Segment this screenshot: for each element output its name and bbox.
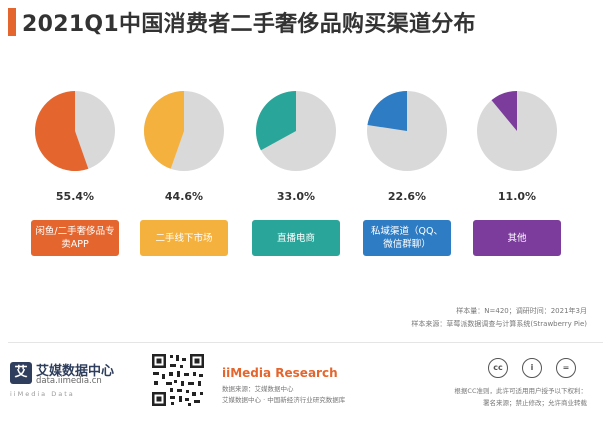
logo-url: data.iimedia.cn	[36, 376, 102, 386]
license-line-1: 根据CC准则，此许可适用用户授予以下权利：	[454, 387, 587, 395]
database-line: 艾媒数据中心 · 中国新经济行业研究数据库	[222, 396, 346, 404]
pie-slice	[256, 91, 296, 151]
category-label: 直播电商	[252, 220, 340, 256]
data-source-line: 数据来源：艾媒数据中心	[222, 385, 294, 393]
license-line-2: 署名来源；禁止修改；允许商业转载	[483, 399, 587, 407]
data-label: 11.0%	[497, 190, 537, 203]
logo-name: 艾媒数据中心	[36, 364, 115, 379]
category-label: 私域渠道（QQ、微信群聊）	[363, 220, 451, 256]
data-label: 33.0%	[276, 190, 316, 203]
category-label: 其他	[473, 220, 561, 256]
category-label: 二手线下市场	[140, 220, 228, 256]
data-label: 22.6%	[387, 190, 427, 203]
page-title: 2021Q1中国消费者二手奢侈品购买渠道分布	[22, 12, 476, 37]
pie-slice	[491, 91, 517, 131]
footer-divider	[8, 342, 603, 343]
category-label: 闲鱼/二手奢侈品专卖APP	[31, 220, 119, 256]
pie-slice	[34, 91, 89, 172]
source-note: 样本来源：草莓派数据调查与计算系统(Strawberry Pie)	[411, 320, 587, 328]
attribution-icon: i	[522, 358, 542, 378]
iimedia-logo-icon: 艾	[10, 362, 32, 384]
pie-charts	[34, 91, 557, 172]
data-label: 55.4%	[55, 190, 95, 203]
cc-icon: cc	[488, 358, 508, 378]
logo-slogan: iiMedia Data	[10, 390, 75, 398]
title-accent-bar	[8, 8, 16, 36]
data-label: 44.6%	[164, 190, 204, 203]
pie-slice	[144, 91, 184, 169]
no-derivatives-icon: =	[556, 358, 576, 378]
qr-code-icon	[150, 352, 206, 408]
pie-slice	[367, 91, 407, 131]
brand-name: iiMedia Research	[222, 366, 338, 380]
sample-note: 样本量：N=420；调研时间：2021年3月	[456, 307, 587, 315]
